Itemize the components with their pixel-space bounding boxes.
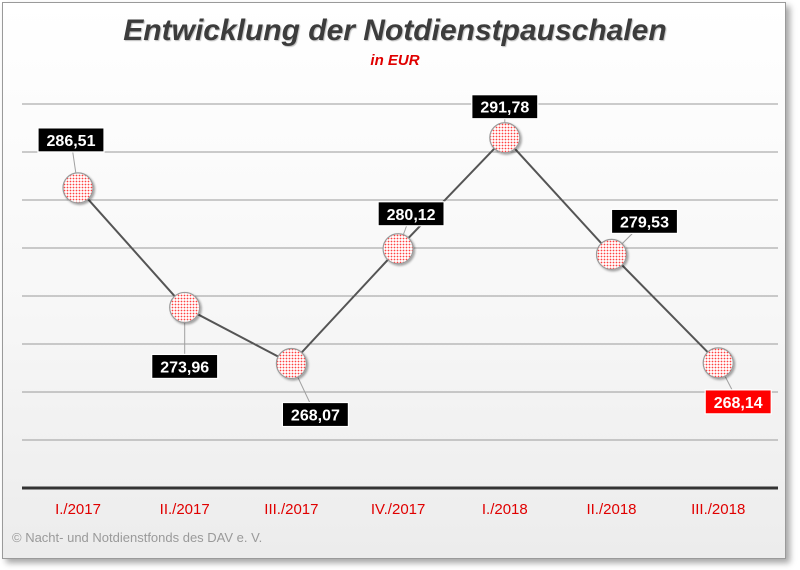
data-point-marker bbox=[275, 347, 307, 380]
data-label: 280,12 bbox=[387, 207, 436, 224]
x-tick-label: I./2018 bbox=[482, 501, 528, 518]
data-label-box bbox=[704, 389, 772, 415]
x-tick-label: III./2018 bbox=[691, 501, 745, 518]
data-label: 268,07 bbox=[291, 408, 340, 425]
data-point-marker bbox=[489, 122, 521, 154]
data-label-box bbox=[281, 401, 349, 428]
data-labels: 286,51 273,96 268,07 280,12 291,78 279,53 268,… bbox=[37, 94, 772, 428]
data-label: 268,14 bbox=[714, 395, 763, 412]
data-label-box bbox=[610, 208, 679, 234]
x-tick-label: II./2017 bbox=[160, 501, 210, 518]
data-label-box bbox=[377, 201, 445, 227]
data-point-marker bbox=[169, 291, 201, 324]
x-tick-label: I./2017 bbox=[55, 501, 101, 518]
data-point-marker bbox=[702, 347, 734, 379]
data-label-box bbox=[151, 353, 219, 380]
data-label-box bbox=[37, 127, 105, 153]
gridlines bbox=[22, 103, 778, 490]
data-label: 286,51 bbox=[47, 133, 96, 150]
data-point-marker bbox=[595, 238, 628, 270]
data-label-box bbox=[471, 94, 539, 120]
x-tick-label: II./2018 bbox=[586, 501, 636, 518]
chart-title: Entwicklung der Notdienstpauschalen bbox=[123, 14, 667, 47]
copyright-footer: © Nacht- und Notdienstfonds des DAV e. V… bbox=[12, 530, 263, 545]
data-point-marker bbox=[382, 233, 414, 265]
data-point-marker bbox=[62, 172, 94, 204]
chart-frame bbox=[2, 2, 786, 559]
chart-subtitle: in EUR bbox=[370, 52, 420, 69]
data-label: 273,96 bbox=[160, 359, 209, 376]
markers bbox=[62, 122, 734, 380]
x-tick-label: III./2017 bbox=[264, 501, 318, 518]
x-tick-label: IV./2017 bbox=[371, 501, 426, 518]
data-label: 291,78 bbox=[480, 100, 529, 117]
data-label: 279,53 bbox=[620, 214, 669, 231]
x-axis-ticks: I./2017 II./2017 III./2017 IV./2017 I./2018 I… bbox=[55, 501, 745, 518]
